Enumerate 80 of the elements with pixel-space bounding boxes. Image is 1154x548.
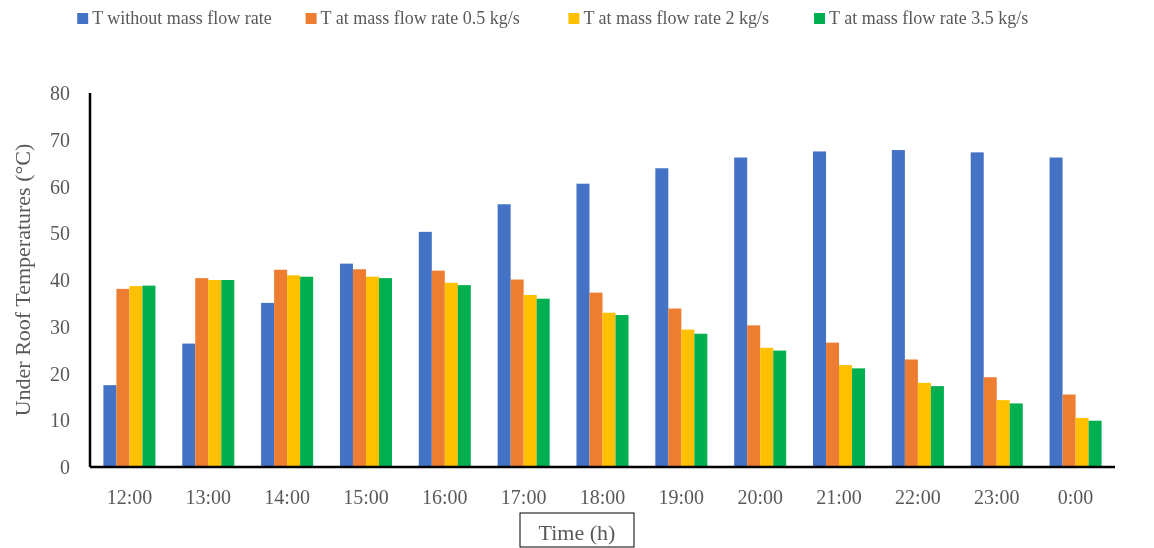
bar [195, 278, 209, 467]
bar [826, 342, 840, 467]
x-tick-label: 13:00 [185, 486, 232, 508]
bar [655, 168, 669, 467]
x-tick-label: 16:00 [422, 486, 468, 508]
legend-label: T at mass flow rate 2 kg/s [583, 8, 770, 28]
bar [668, 308, 682, 467]
bar [103, 385, 117, 467]
y-tick-label: 60 [50, 175, 70, 198]
bar [444, 282, 458, 467]
bar [129, 286, 143, 467]
bar [221, 280, 235, 467]
bar [287, 275, 301, 467]
bar [930, 386, 944, 467]
bar [970, 152, 984, 467]
bar [734, 157, 748, 467]
bar [431, 270, 445, 467]
x-tick-label: 20:00 [737, 486, 783, 508]
bar [1062, 394, 1076, 467]
y-tick-label: 70 [50, 128, 70, 151]
bar [589, 292, 603, 467]
x-tick-label: 0:00 [1057, 486, 1094, 508]
bar [852, 368, 866, 467]
x-tick-label: 19:00 [658, 486, 705, 508]
x-tick-label: 22:00 [895, 486, 941, 508]
bar [182, 343, 196, 467]
y-tick-label: 50 [50, 222, 70, 245]
legend-label: T at mass flow rate 3.5 kg/s [829, 8, 1029, 28]
y-tick-label: 80 [50, 82, 70, 104]
bar [274, 269, 288, 467]
bar [457, 285, 471, 467]
bar [891, 150, 905, 467]
bar [418, 231, 432, 467]
bar [904, 359, 918, 467]
bar [536, 298, 550, 467]
legend-label: T at mass flow rate 0.5 kg/s [320, 8, 520, 28]
bar [747, 325, 761, 467]
y-axis-title: Under Roof Temperatures (°C) [10, 143, 35, 417]
bar [510, 279, 524, 467]
bar [681, 329, 695, 467]
x-tick-label: 23:00 [973, 486, 1020, 508]
bar [760, 347, 774, 467]
y-tick-label: 10 [50, 409, 70, 432]
bar [917, 382, 931, 467]
bar [142, 285, 156, 467]
bar [839, 365, 853, 467]
bar [1088, 420, 1102, 467]
x-tick-label: 18:00 [579, 486, 626, 508]
bar [576, 183, 590, 467]
bar [996, 400, 1010, 467]
bar [378, 278, 392, 467]
bar [339, 263, 353, 467]
bar [261, 302, 275, 467]
bar [523, 294, 537, 467]
bar [1075, 417, 1089, 467]
x-tick-label: 12:00 [106, 486, 153, 508]
x-axis-title: Time (h) [538, 520, 616, 545]
y-tick-label: 30 [50, 315, 70, 338]
bar [615, 315, 629, 467]
y-tick-label: 0 [60, 456, 70, 478]
bar [694, 333, 708, 467]
x-tick-label: 21:00 [816, 486, 862, 508]
x-tick-label: 17:00 [500, 486, 547, 508]
bar [116, 288, 130, 467]
bar [773, 350, 787, 467]
bar [365, 276, 379, 467]
legend-label: T without mass flow rate [92, 8, 272, 28]
bar [602, 312, 616, 467]
x-tick-label: 15:00 [343, 486, 389, 508]
bar [1009, 403, 1023, 467]
bar [208, 280, 222, 467]
bar [300, 276, 314, 467]
bar [813, 151, 827, 467]
bar [983, 377, 997, 467]
bar [352, 269, 366, 467]
x-tick-label: 14:00 [264, 486, 310, 508]
y-tick-label: 40 [50, 269, 70, 291]
bar [1049, 157, 1063, 467]
bar [497, 204, 511, 467]
y-tick-label: 20 [50, 362, 70, 385]
